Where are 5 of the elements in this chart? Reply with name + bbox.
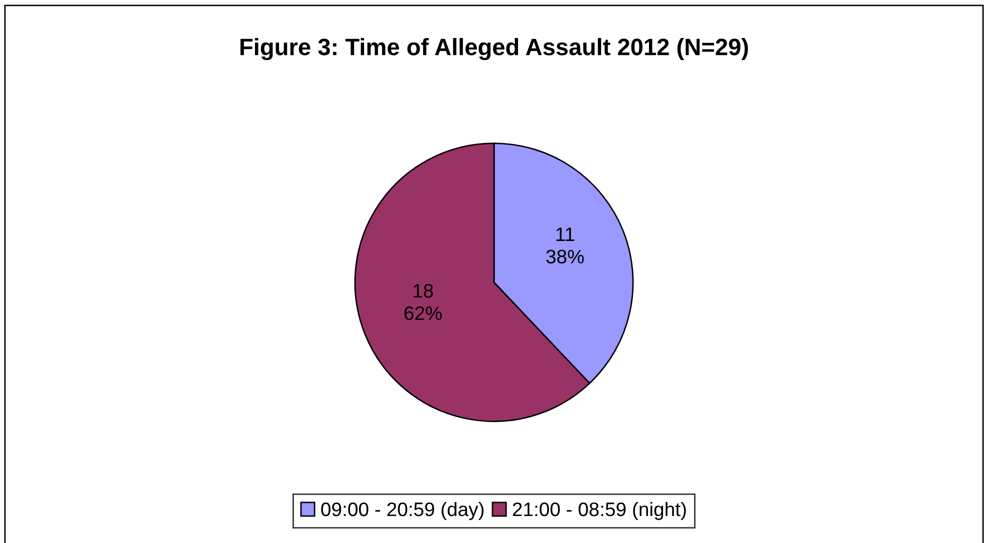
data-label: 18 62% bbox=[404, 284, 442, 320]
data-label: 11 38% bbox=[546, 228, 584, 264]
legend-label: 09:00 - 20:59 (day) bbox=[321, 502, 484, 520]
chart-title: Figure 3: Time of Alleged Assault 2012 (N=29) bbox=[240, 38, 748, 60]
legend-label: 21:00 - 08:59 (night) bbox=[512, 502, 686, 520]
